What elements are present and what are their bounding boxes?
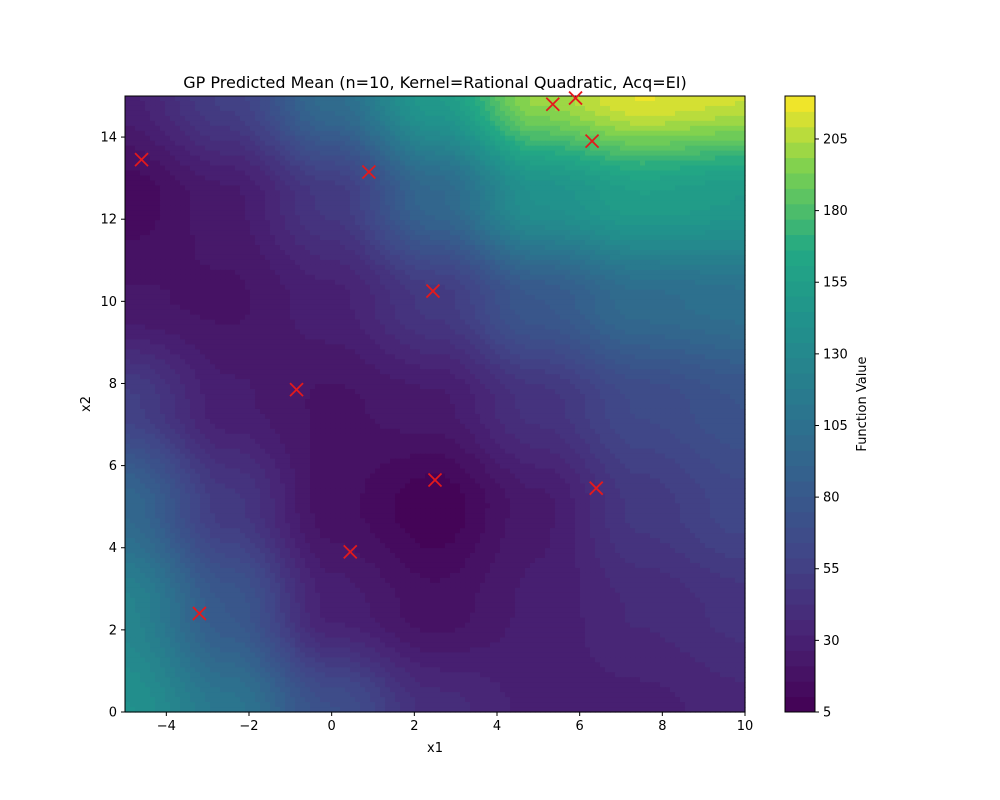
x-axis-label: x1	[427, 741, 443, 756]
colorbar-tick-label: 105	[823, 419, 848, 434]
x-axis-ticks: −4 −2 0 2 4 6 8 10	[157, 712, 754, 734]
y-tick-label: 6	[109, 459, 117, 474]
y-tick-label: 4	[109, 541, 117, 556]
x-tick-label: 4	[493, 719, 501, 734]
y-axis-label: x2	[79, 396, 94, 412]
y-tick-label: 8	[109, 377, 117, 392]
colorbar-gradient	[785, 96, 815, 713]
colorbar-tick-label: 130	[823, 347, 848, 362]
chart-title: GP Predicted Mean (n=10, Kernel=Rational…	[183, 73, 686, 92]
x-tick-label: −2	[239, 719, 258, 734]
colorbar-tick-label: 55	[823, 562, 840, 577]
y-tick-label: 14	[100, 131, 117, 146]
colorbar: 5 30 55 80 105 130 155 180 205 Function Value	[785, 96, 870, 721]
y-tick-label: 12	[100, 213, 117, 228]
x-tick-label: 2	[410, 719, 418, 734]
y-tick-label: 10	[100, 295, 117, 310]
colorbar-tick-label: 180	[823, 204, 848, 219]
colorbar-tick-label: 155	[823, 276, 848, 291]
x-tick-label: 8	[658, 719, 666, 734]
x-tick-label: 10	[737, 719, 754, 734]
colorbar-ticks: 5 30 55 80 105 130 155 180 205	[815, 132, 848, 720]
colorbar-label: Function Value	[855, 356, 870, 451]
y-axis-ticks: 0 2 4 6 8 10 12 14	[100, 131, 125, 721]
colorbar-tick-label: 80	[823, 491, 840, 506]
x-tick-label: 6	[576, 719, 584, 734]
plot-area	[125, 96, 746, 713]
x-tick-label: 0	[328, 719, 336, 734]
colorbar-tick-label: 5	[823, 706, 831, 721]
x-tick-label: −4	[157, 719, 176, 734]
y-tick-label: 2	[109, 623, 117, 638]
colorbar-tick-label: 30	[823, 634, 840, 649]
heatmap-field	[125, 96, 746, 713]
y-tick-label: 0	[109, 706, 117, 721]
colorbar-tick-label: 205	[823, 132, 848, 147]
